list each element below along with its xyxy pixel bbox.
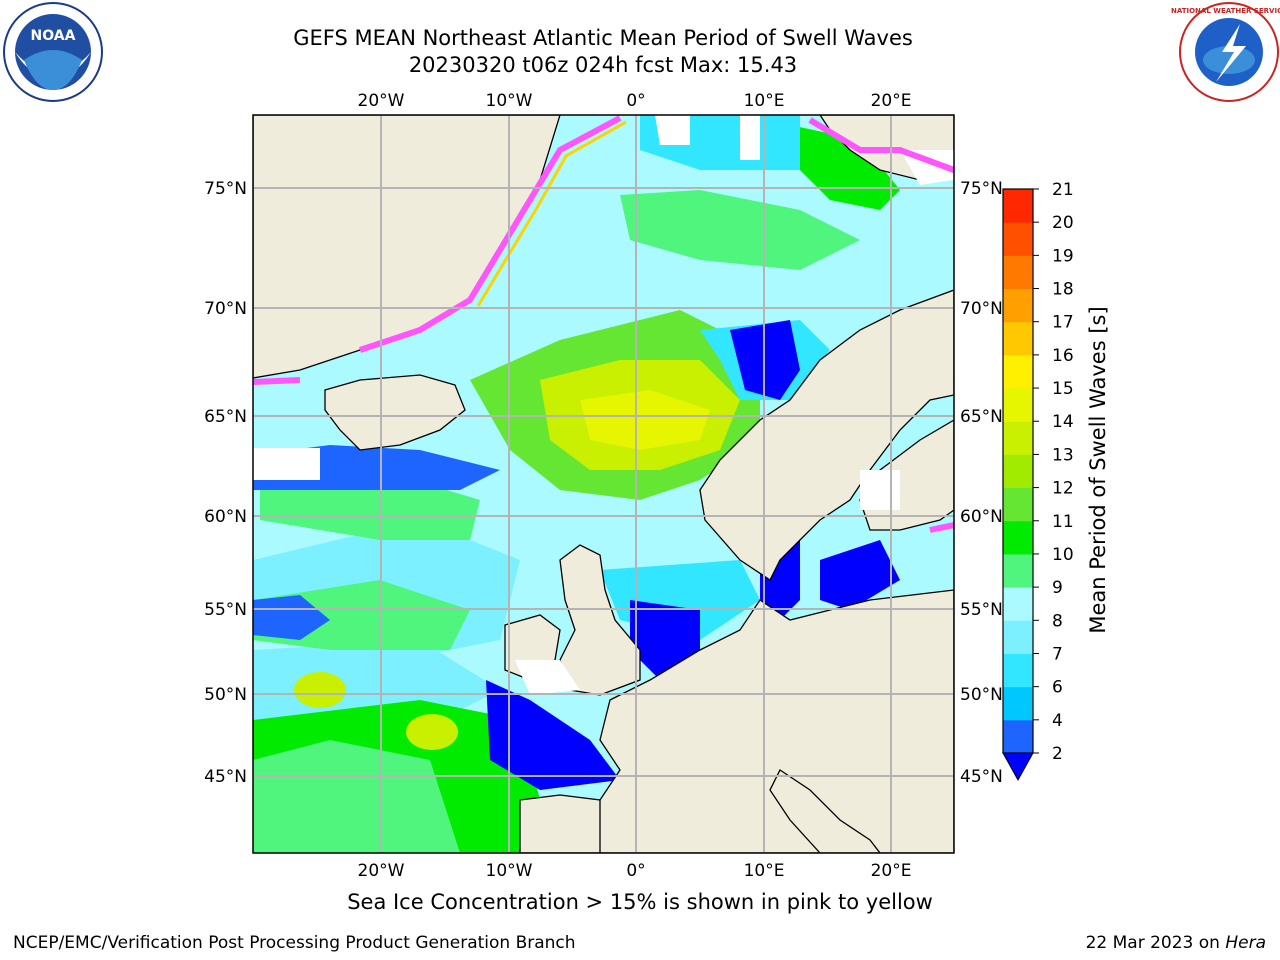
colorbar-segment — [1003, 653, 1033, 688]
lon-tick-labels: 20°W 10°W 0° 10°E 20°E 20°W 10°W 0° 10°E… — [358, 91, 912, 881]
colorbar-segment — [1003, 421, 1033, 455]
colorbar-tick-label: 12 — [1052, 479, 1074, 499]
lon-bottom-20e: 20°E — [871, 861, 912, 881]
colorbar-frame — [1002, 188, 1034, 754]
sea-ice-edge — [253, 115, 954, 533]
lon-top-0: 0° — [626, 91, 645, 111]
colorbar-segment — [1003, 487, 1033, 522]
colorbar-label: Mean Period of Swell Waves [s] — [1086, 306, 1110, 634]
sea-ice-caption: Sea Ice Concentration > 15% is shown in … — [347, 890, 933, 914]
colorbar-tick-label: 16 — [1052, 346, 1074, 366]
colorbar-under-triangle — [1002, 752, 1034, 782]
noaa-logo-text: NOAA — [31, 28, 76, 44]
colorbar-segment — [1003, 288, 1033, 323]
colorbar-ticks: 2 4 6 7 8 9 10 11 12 13 14 15 16 17 18 19 20 21 — [1033, 180, 1074, 764]
colorbar-tick-label: 11 — [1052, 512, 1074, 532]
colorbar-tick-label: 13 — [1052, 445, 1074, 465]
lat-left-60: 60°N — [204, 507, 247, 527]
colorbar-segment — [1003, 354, 1033, 389]
colorbar-segment — [1003, 189, 1033, 223]
lat-right-65: 65°N — [960, 407, 1003, 427]
colorbar-tick-label: 20 — [1052, 213, 1074, 233]
lat-right-50: 50°N — [960, 685, 1003, 705]
lat-left-55: 55°N — [204, 600, 247, 620]
lon-top-20e: 20°E — [871, 91, 912, 111]
lat-right-75: 75°N — [960, 179, 1003, 199]
colorbar-segment — [1003, 454, 1033, 489]
colorbar-tick-label: 19 — [1052, 246, 1074, 266]
footer-credit: NCEP/EMC/Verification Post Processing Pr… — [13, 933, 576, 953]
colorbar-segment — [1003, 553, 1033, 588]
colorbar-segment — [1003, 255, 1033, 290]
colorbar-tick-label: 6 — [1052, 678, 1063, 698]
colorbar-tick-label: 14 — [1052, 412, 1074, 432]
chart-subtitle: 20230320 t06z 024h fcst Max: 15.43 — [408, 53, 798, 77]
lon-bottom-20w: 20°W — [358, 861, 405, 881]
chart-title: GEFS MEAN Northeast Atlantic Mean Period… — [293, 26, 913, 50]
lat-right-70: 70°N — [960, 299, 1003, 319]
colorbar-tick-label: 10 — [1052, 545, 1074, 565]
colorbar-segment — [1003, 587, 1033, 621]
colorbar-segment — [1003, 321, 1033, 356]
colorbar-segment — [1003, 388, 1033, 422]
lat-right-55: 55°N — [960, 600, 1003, 620]
colorbar-tick-label: 17 — [1052, 313, 1074, 333]
map-grid — [253, 115, 954, 853]
colorbar-segment — [1003, 620, 1033, 654]
footer-date-text: 22 Mar 2023 on — [1085, 933, 1226, 953]
lat-left-75: 75°N — [204, 179, 247, 199]
lat-tick-labels: 75°N 70°N 65°N 60°N 55°N 50°N 45°N 75°N … — [204, 179, 1003, 787]
noaa-logo: NOAA — [3, 2, 103, 102]
colorbar-tick-label: 18 — [1052, 280, 1074, 300]
colorbar-segment — [1003, 520, 1033, 555]
colorbar-tick-label: 9 — [1052, 578, 1063, 598]
colorbar-tick-label: 15 — [1052, 379, 1074, 399]
lat-right-60: 60°N — [960, 507, 1003, 527]
colorbar-segment — [1003, 719, 1033, 754]
no-data-areas — [253, 115, 954, 695]
colorbar-segments — [1003, 189, 1033, 754]
lon-bottom-10e: 10°E — [744, 861, 785, 881]
lon-bottom-10w: 10°W — [486, 861, 533, 881]
lon-top-10e: 10°E — [744, 91, 785, 111]
map-frame — [252, 114, 955, 854]
colorbar-segment — [1003, 222, 1033, 256]
swell-period-field — [253, 115, 954, 853]
colorbar-tick-label: 2 — [1052, 744, 1063, 764]
lon-top-20w: 20°W — [358, 91, 405, 111]
colorbar-tick-label: 4 — [1052, 711, 1063, 731]
lat-left-70: 70°N — [204, 299, 247, 319]
footer-host: Hera — [1225, 933, 1266, 953]
lat-left-65: 65°N — [204, 407, 247, 427]
footer-date: 22 Mar 2023 on Hera — [1086, 933, 1266, 953]
lat-left-50: 50°N — [204, 685, 247, 705]
colorbar: 2 4 6 7 8 9 10 11 12 13 14 15 16 17 18 19 20 21 — [1002, 180, 1074, 782]
nws-logo-text: NATIONAL WEATHER SERVICE — [1171, 7, 1280, 15]
colorbar-tick-label: 8 — [1052, 611, 1063, 631]
lon-bottom-0: 0° — [626, 861, 645, 881]
colorbar-tick-label: 21 — [1052, 180, 1074, 200]
lat-left-45: 45°N — [204, 767, 247, 787]
colorbar-segment — [1003, 686, 1033, 721]
colorbar-tick-label: 7 — [1052, 644, 1063, 664]
nws-logo: NATIONAL WEATHER SERVICE — [1171, 2, 1280, 102]
lon-top-10w: 10°W — [486, 91, 533, 111]
lat-right-45: 45°N — [960, 767, 1003, 787]
